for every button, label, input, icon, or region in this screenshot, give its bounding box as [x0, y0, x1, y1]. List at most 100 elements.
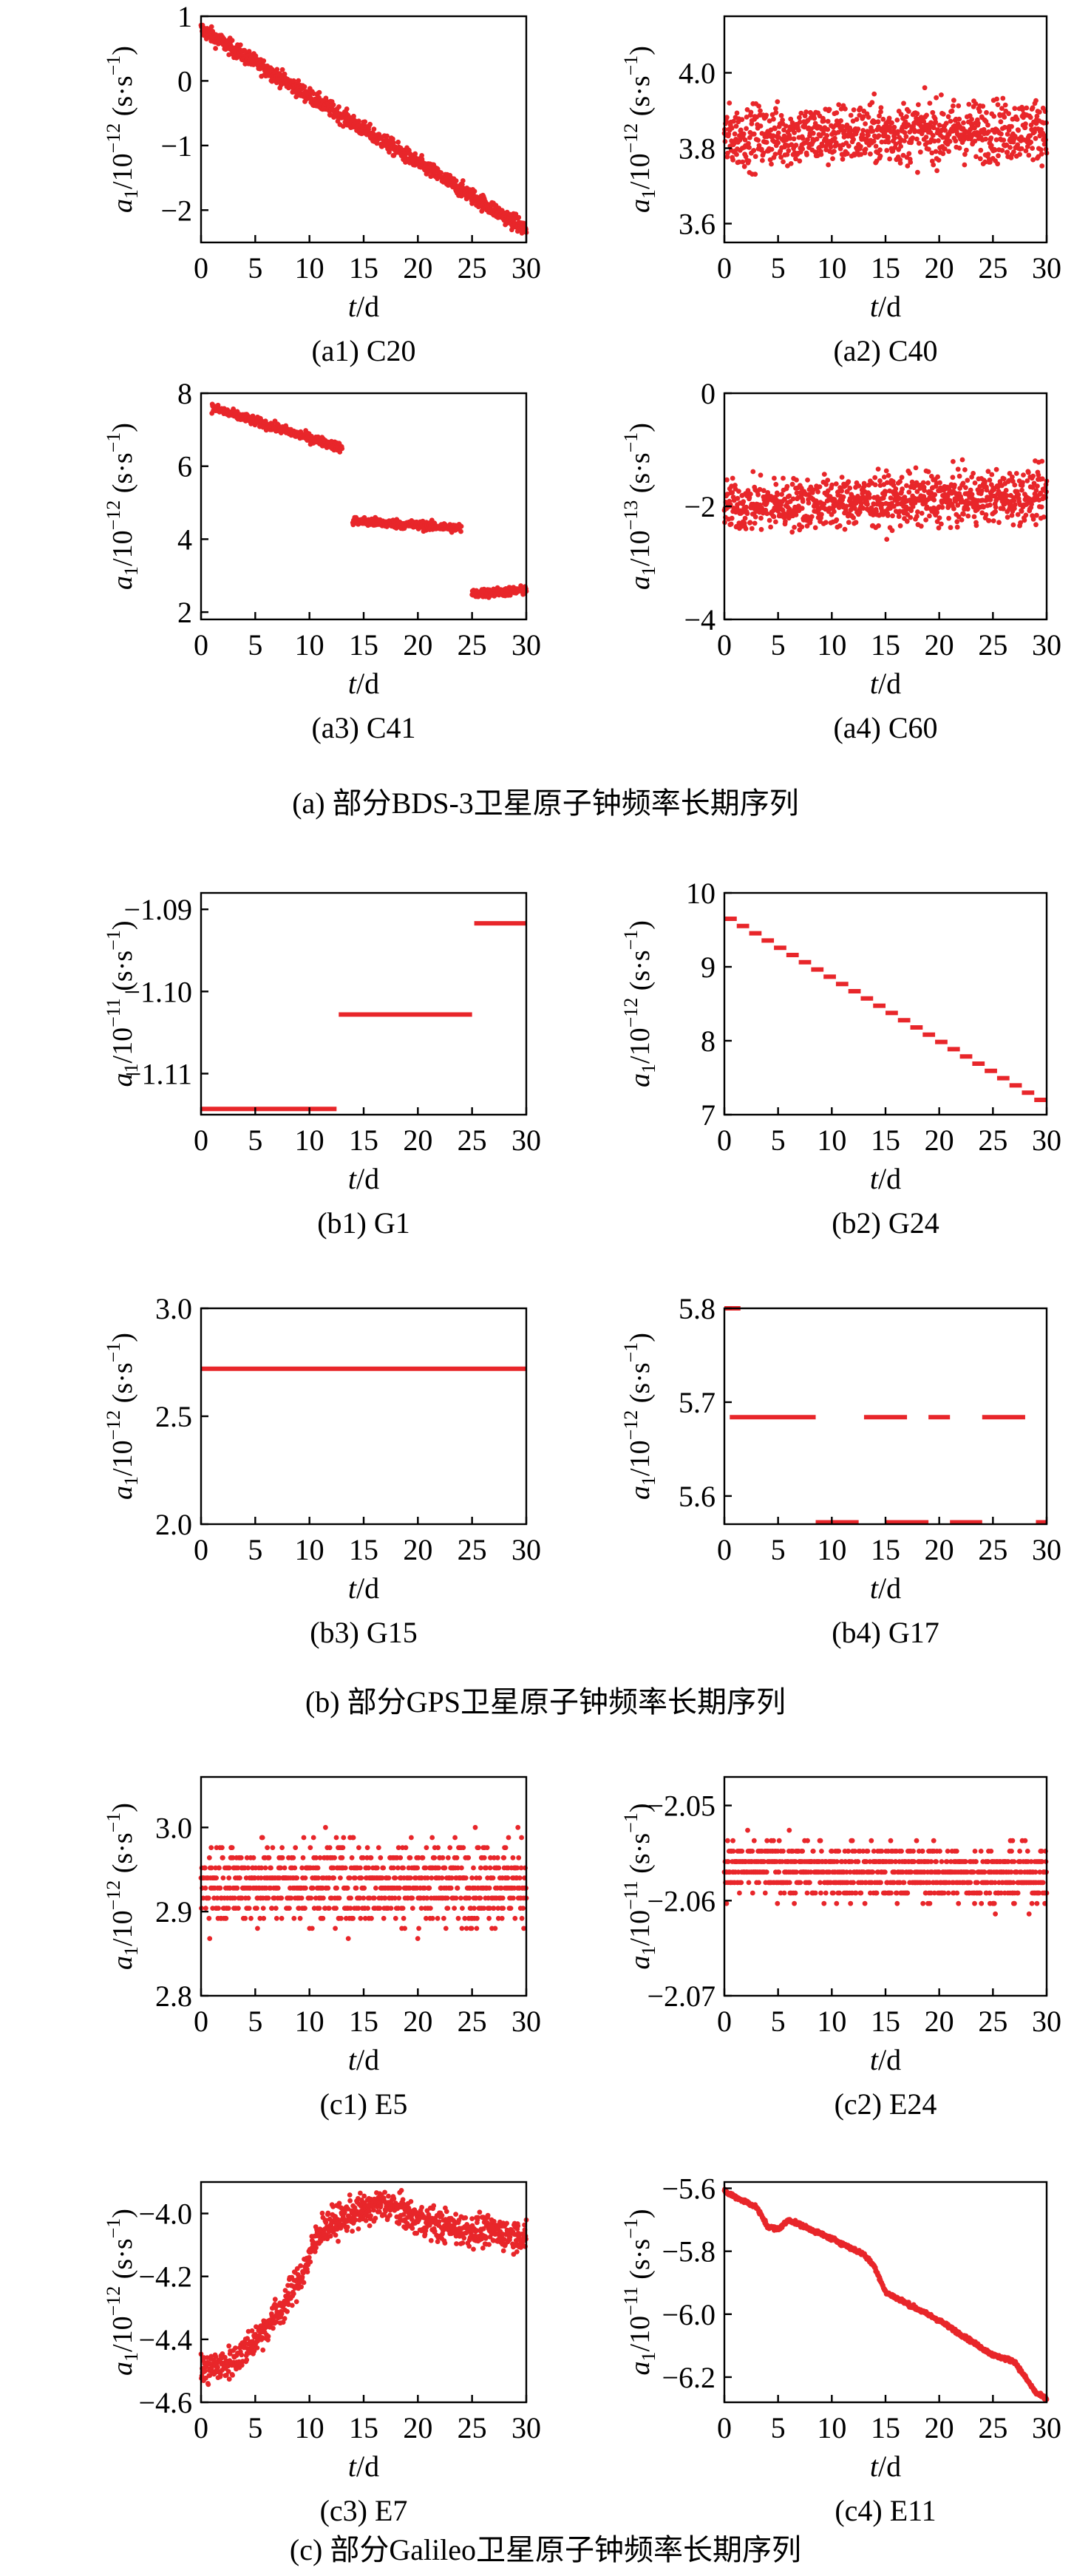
data-point [789, 529, 795, 535]
data-point [1035, 483, 1040, 489]
data-point [990, 518, 996, 523]
data-point [819, 1849, 824, 1854]
data-point [956, 473, 962, 479]
data-point [775, 492, 781, 497]
data-point [869, 100, 875, 106]
data-point [931, 125, 937, 131]
data-point [398, 1855, 404, 1860]
data-point [917, 149, 923, 155]
data-point [771, 514, 777, 520]
data-point [1012, 502, 1018, 508]
data-point [942, 127, 948, 133]
data-point [891, 124, 897, 130]
data-point [342, 1865, 348, 1871]
data-point [839, 488, 844, 494]
data-point [427, 1906, 433, 1911]
data-point [767, 517, 772, 523]
data-point [364, 1845, 370, 1851]
data-point [302, 84, 307, 89]
data-point [817, 484, 823, 489]
data-point [937, 123, 942, 128]
data-point [309, 1926, 315, 1931]
data-point [375, 1845, 381, 1851]
data-point [823, 1890, 829, 1896]
data-point [860, 114, 866, 120]
data-point [453, 1895, 459, 1901]
data-point [773, 106, 778, 112]
data-point [203, 1865, 208, 1871]
data-point [746, 1880, 752, 1886]
x-tick-label: 10 [295, 1124, 324, 1157]
data-point [1005, 149, 1010, 155]
data-point [1001, 137, 1007, 143]
data-point [871, 91, 877, 97]
data-point [1019, 146, 1024, 152]
data-point [889, 528, 895, 534]
data-point [740, 159, 746, 165]
data-point [769, 146, 775, 152]
data-point [742, 515, 748, 521]
y-tick-label: 5.7 [679, 1386, 716, 1419]
data-point [279, 1855, 285, 1860]
data-point [728, 521, 734, 527]
data-point [1039, 163, 1045, 169]
data-point [916, 102, 921, 108]
data-point [780, 118, 785, 123]
data-point [476, 1845, 481, 1851]
x-tick-label: 0 [194, 1533, 208, 1566]
data-point [756, 1880, 761, 1886]
data-point [832, 135, 837, 141]
chart-panel: 0 5 10 15 20 25 30−2.05−2.06−2.07t/da1/10−11 (… [620, 1775, 1061, 2121]
data-series [198, 1824, 529, 1942]
y-tick-label: 4 [177, 523, 192, 556]
data-point [752, 171, 758, 177]
data-point [397, 1885, 403, 1891]
data-point [261, 1915, 267, 1921]
data-point [1021, 472, 1026, 478]
data-point [797, 115, 802, 120]
data-point [976, 109, 982, 115]
plot-frame [200, 891, 528, 1116]
data-point [904, 483, 909, 489]
data-point [246, 1906, 252, 1911]
data-point [1012, 134, 1018, 139]
data-point [772, 475, 777, 481]
data-point [862, 483, 867, 489]
data-point [477, 1865, 483, 1871]
data-point [934, 95, 939, 101]
data-point [995, 102, 1001, 108]
data-point [236, 1906, 241, 1911]
data-point [846, 143, 852, 149]
data-point [325, 1885, 331, 1891]
x-tick-label: 15 [871, 628, 900, 662]
data-point [731, 118, 736, 124]
data-point [987, 478, 993, 483]
x-tick-label: 0 [717, 251, 732, 285]
x-tick-label: 20 [925, 1124, 954, 1157]
chart-panel: 0 5 10 15 20 25 300−2−4t/da1/10−13 (s·s−1)(a4)… [620, 377, 1061, 744]
data-point [275, 1885, 281, 1891]
data-point [915, 509, 920, 514]
data-point [775, 1900, 781, 1906]
data-point [303, 1885, 308, 1891]
y-axis-label: a1/10−12 (s·s−1) [620, 46, 659, 213]
data-point [992, 147, 998, 153]
data-point [880, 116, 886, 122]
data-point [229, 38, 235, 44]
x-tick-label: 15 [349, 251, 378, 285]
data-point [872, 475, 878, 480]
data-point [904, 114, 909, 120]
data-point [833, 140, 839, 146]
data-point [339, 446, 345, 452]
data-point [513, 211, 519, 217]
data-point [1006, 111, 1011, 117]
data-point [877, 478, 883, 483]
data-point [996, 153, 1001, 159]
data-point [927, 101, 933, 106]
data-point [800, 146, 806, 152]
x-tick-label: 30 [1032, 1124, 1061, 1157]
data-point [260, 1906, 266, 1911]
data-point [798, 110, 804, 116]
data-point [213, 46, 218, 51]
